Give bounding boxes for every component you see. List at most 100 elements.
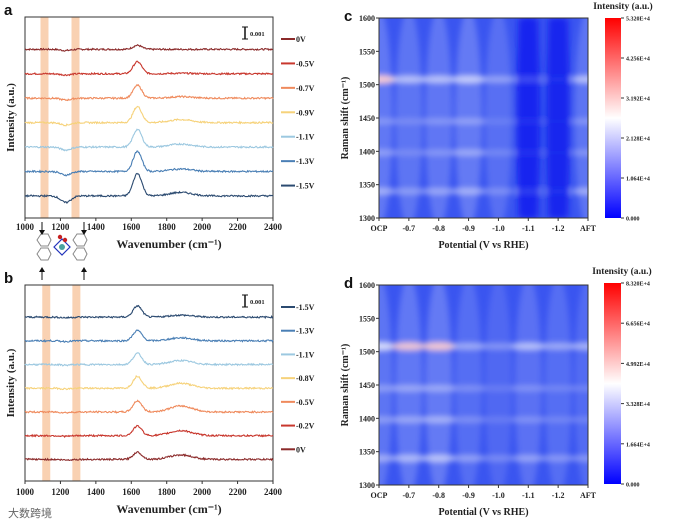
x-tick-label: OCP bbox=[371, 224, 388, 233]
x-tick-label: 1800 bbox=[158, 222, 177, 232]
spectrum-line--1.5V bbox=[24, 172, 274, 204]
y-tick-label: 1400 bbox=[359, 414, 375, 423]
heatmap-band-cell bbox=[390, 118, 427, 125]
colorbar-tick-label: 6.656E+4 bbox=[626, 322, 650, 328]
heatmap-band-cell bbox=[390, 416, 427, 423]
x-axis-label: Wavenumber (cm⁻¹) bbox=[116, 502, 221, 516]
x-tick-label: -0.8 bbox=[432, 224, 445, 233]
colorbar-tick-label: 1.664E+4 bbox=[626, 442, 650, 448]
colorbar-tick-label: 0.000 bbox=[626, 483, 640, 489]
scale-bar-label: 0.001 bbox=[250, 299, 265, 306]
heatmap-band-cell bbox=[379, 118, 397, 125]
heatmap-column bbox=[455, 285, 483, 485]
x-axis-label: Potential (V vs RHE) bbox=[438, 507, 528, 518]
colorbar-tick-label: 1.064E+4 bbox=[626, 177, 650, 183]
heatmap-band-cell bbox=[480, 416, 517, 423]
heatmap-band-cell bbox=[480, 76, 517, 83]
heatmap-band-cell bbox=[450, 416, 487, 423]
y-axis-label: Raman shift (cm⁻¹) bbox=[340, 344, 351, 427]
spectrum-line--0.5V bbox=[24, 60, 274, 77]
x-tick-label: -1.2 bbox=[552, 491, 565, 500]
legend-label: -1.5V bbox=[296, 303, 315, 312]
heatmap-band-cell bbox=[510, 150, 547, 156]
heatmap-column bbox=[574, 18, 588, 218]
heatmap-low-column bbox=[517, 18, 539, 218]
ring bbox=[72, 233, 88, 247]
legend-label: -1.1V bbox=[296, 133, 315, 142]
x-tick-label: -1.1 bbox=[522, 491, 535, 500]
heatmap-band-cell bbox=[570, 75, 588, 83]
x-tick-label: 1400 bbox=[87, 487, 106, 497]
x-tick-label: 1200 bbox=[51, 222, 70, 232]
spectrum-line-0V bbox=[24, 43, 274, 52]
heatmap-band-cell bbox=[450, 385, 487, 392]
x-tick-label: 2200 bbox=[229, 487, 248, 497]
x-tick-label: -0.9 bbox=[462, 224, 475, 233]
heatmap-band-cell bbox=[420, 75, 457, 83]
colorbar-title: Intensity (a.u.) bbox=[593, 1, 652, 12]
spectrum-line--0.2V bbox=[24, 424, 274, 439]
watermark: 大数跨境 bbox=[8, 506, 52, 520]
legend-label: -1.5V bbox=[296, 182, 315, 191]
heatmap-band-cell bbox=[390, 188, 427, 195]
spectrum-line--1.5V bbox=[24, 304, 274, 320]
heatmap-band-cell bbox=[420, 149, 457, 156]
legend-label: -0.7V bbox=[296, 84, 315, 93]
legend-label: -0.9V bbox=[296, 108, 315, 117]
legend-label: 0V bbox=[296, 445, 306, 454]
heatmap-band-cell bbox=[390, 75, 427, 83]
spectrum-line--1.1V bbox=[24, 352, 274, 367]
molecule-inset-icon bbox=[36, 222, 88, 280]
heatmap-band-cell bbox=[570, 188, 588, 195]
y-tick-label: 1300 bbox=[359, 214, 375, 223]
spectrum-line--1.3V bbox=[24, 329, 274, 343]
legend-label: -1.3V bbox=[296, 327, 315, 336]
colorbar-tick-label: 5.320E+4 bbox=[626, 17, 650, 23]
x-tick-label: 1000 bbox=[16, 222, 35, 232]
heatmap-cells bbox=[379, 18, 588, 218]
plot-frame bbox=[24, 16, 274, 219]
heatmap-band-cell bbox=[510, 188, 547, 195]
heatmap-band-cell bbox=[540, 385, 577, 392]
heatmap-column bbox=[379, 285, 393, 485]
metal-atom bbox=[59, 244, 65, 250]
heatmap-column bbox=[484, 285, 512, 485]
panel-label: a bbox=[4, 2, 13, 19]
heatmap-band-cell bbox=[420, 385, 457, 392]
y-axis-label: Intensity (a.u.) bbox=[5, 348, 17, 417]
heatmap-band-cell bbox=[570, 149, 588, 156]
spectrum-line--1.3V bbox=[24, 150, 274, 177]
heatmap-band-cell bbox=[390, 149, 427, 156]
heatmap-band-cell bbox=[420, 416, 457, 423]
heatmap-band-cell bbox=[510, 118, 547, 124]
oxygen-atom bbox=[57, 234, 63, 240]
x-axis-label: Potential (V vs RHE) bbox=[438, 240, 528, 251]
heatmap-band-cell bbox=[540, 76, 577, 82]
heatmap-band-cell bbox=[510, 342, 547, 350]
y-tick-label: 1500 bbox=[359, 81, 375, 90]
arrow-head bbox=[81, 267, 87, 272]
heatmap-band-cell bbox=[570, 118, 588, 125]
x-tick-label: 2000 bbox=[193, 487, 212, 497]
heatmap-band-cell bbox=[420, 188, 457, 195]
ring bbox=[72, 247, 88, 261]
spectrum-line--1.1V bbox=[24, 128, 274, 152]
y-tick-label: 1550 bbox=[359, 47, 375, 56]
heatmap-column bbox=[544, 285, 572, 485]
x-tick-label: 1800 bbox=[158, 487, 177, 497]
x-tick-label: -0.7 bbox=[403, 491, 416, 500]
x-tick-label: 2000 bbox=[193, 222, 212, 232]
x-tick-label: -0.8 bbox=[432, 491, 445, 500]
heatmap-band-cell bbox=[480, 385, 517, 392]
heatmap-band-cell bbox=[540, 416, 577, 423]
spectrum-line-0V bbox=[24, 451, 274, 462]
heatmap-column bbox=[395, 285, 423, 485]
heatmap-band-cell bbox=[510, 455, 547, 462]
heatmap-band-cell bbox=[390, 342, 427, 351]
heatmap-band-cell bbox=[390, 385, 427, 392]
colorbar bbox=[605, 18, 621, 218]
heatmap-band-cell bbox=[510, 385, 547, 392]
legend-label: -0.5V bbox=[296, 398, 315, 407]
